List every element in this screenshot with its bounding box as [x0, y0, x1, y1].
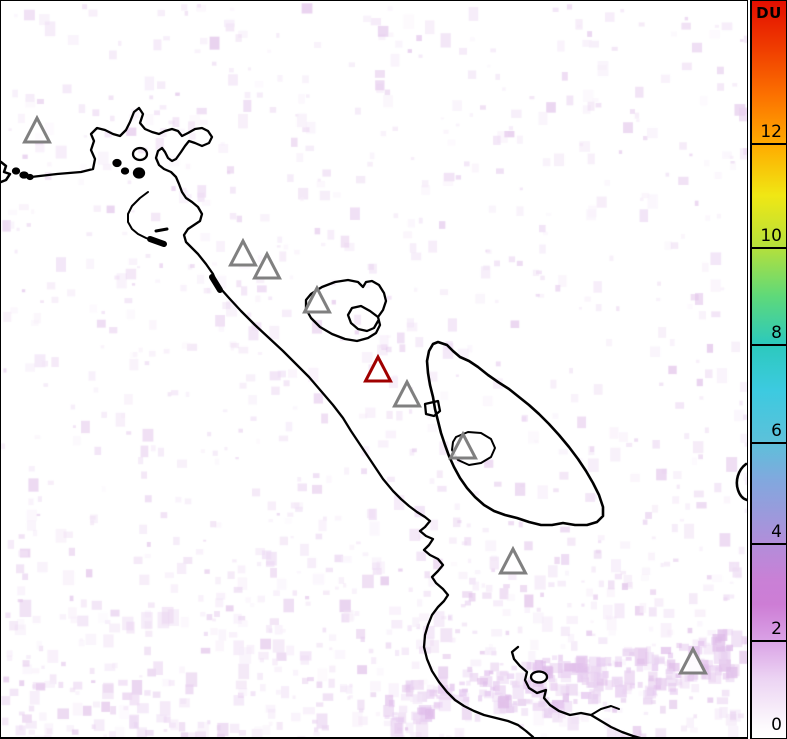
coastline-right-edge-arc [735, 462, 747, 502]
volcano-marker [302, 284, 332, 314]
rect-islet [423, 399, 442, 418]
coastline-inlet [127, 191, 163, 245]
colorbar-tick-label: 2 [771, 619, 782, 639]
volcano-marker [22, 114, 52, 144]
colorbar-tick-line [752, 143, 786, 145]
volcano-marker [678, 645, 708, 675]
colorbar-tick-label: 6 [771, 421, 782, 441]
volcano-marker-active [363, 353, 393, 383]
coastline-south-stub [590, 705, 620, 716]
colorbar-title: DU [756, 4, 782, 22]
volcano-markers [22, 114, 708, 675]
head-islet [112, 158, 122, 168]
colorbar-tick-label: 8 [771, 323, 782, 343]
islet-dash [154, 227, 169, 233]
coastline-overlay [1, 106, 747, 737]
head-islet [132, 167, 146, 179]
volcano-marker [252, 250, 282, 280]
coastline-claw-island [304, 278, 388, 343]
colorbar-tick-label: 12 [760, 122, 782, 142]
colorbar-tick-label: 10 [760, 226, 782, 246]
volcano-marker [498, 545, 528, 575]
coastline-thick-spit-1 [147, 236, 167, 247]
colorbar-tick-line [752, 640, 786, 642]
coastline-thick-spit-2 [209, 274, 223, 293]
volcano-marker [448, 430, 478, 460]
coastlines [1, 106, 747, 737]
volcano-marker [228, 237, 258, 267]
head-lagoon-islet [131, 146, 149, 162]
colorbar-tick-line [752, 442, 786, 444]
colorbar-tick-label: 4 [771, 522, 782, 542]
colorbar-tick-line [752, 543, 786, 545]
hook-islet [529, 670, 549, 684]
colorbar-tick-line [752, 344, 786, 346]
coastline-big-island [425, 340, 605, 527]
colorbar: 12 10 8 6 4 2 0 DU [750, 0, 787, 739]
colorbar-tick-line [752, 247, 786, 249]
coastline-south-hook [510, 645, 642, 737]
coastline-claw-inner [346, 304, 380, 333]
left-islet [11, 167, 21, 175]
head-islet [120, 167, 130, 175]
island-lake [451, 431, 496, 466]
coastline-long-island [29, 106, 535, 737]
left-edge-islands [1, 160, 12, 184]
map-panel [0, 0, 748, 739]
volcano-marker [392, 378, 422, 408]
left-islet [26, 173, 34, 181]
colorbar-tick-label: 0 [771, 715, 782, 735]
